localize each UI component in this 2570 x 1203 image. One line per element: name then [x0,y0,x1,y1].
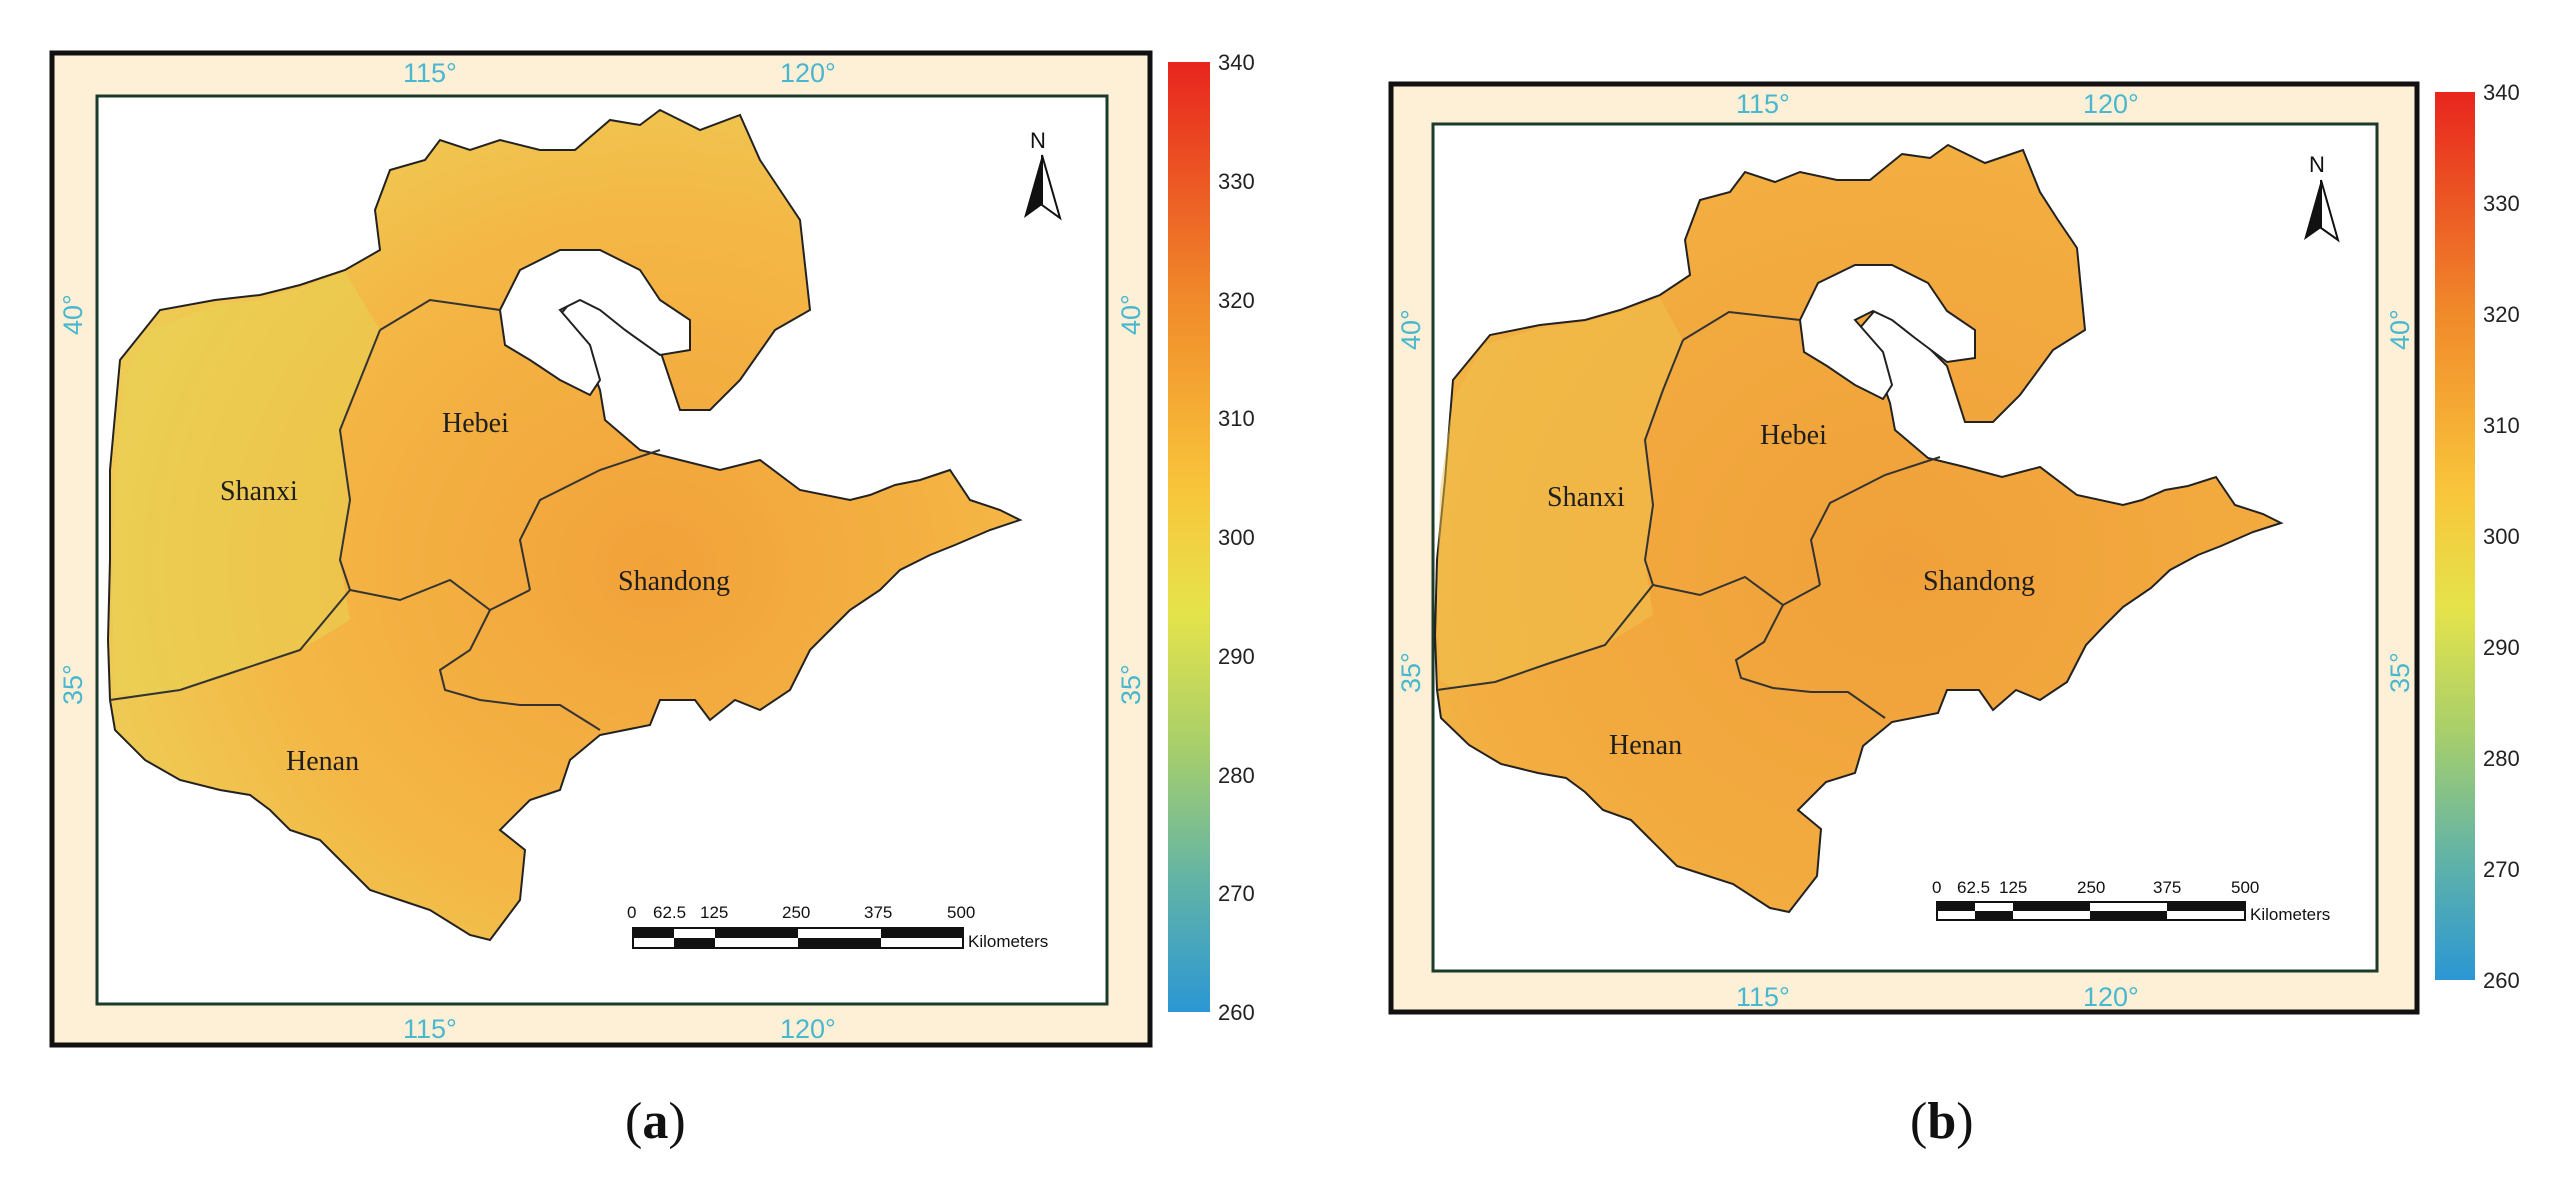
north-arrow-icon: N [1024,128,1062,221]
colorbar-tick-310: 310 [1218,406,1255,431]
colorbar-tick-270: 270 [2483,857,2520,882]
bohai-sea [498,249,691,397]
lat-label-right-40: 40° [1116,294,1146,335]
study-area [1433,143,2284,914]
scale-tick-125: 125 [700,903,728,922]
colorbar-tick-320: 320 [1218,288,1255,313]
colorbar-tick-260: 260 [2483,968,2520,993]
study-area [106,108,1023,942]
scale-bar: 0 62.5 125 250 375 500 Kilometers [627,903,1048,951]
scale-unit: Kilometers [2250,905,2330,924]
scale-tick-0: 0 [1932,878,1941,897]
north-arrow-label: N [2309,152,2325,177]
lon-label-bottom-120: 120° [780,1014,836,1044]
map-panel-b: Shanxi Hebei Shandong Henan 115° 120° 11… [1285,0,2570,1203]
colorbar-tick-260: 260 [1218,1000,1255,1025]
colorbar-tick-320: 320 [2483,302,2520,327]
lat-label-left-35: 35° [58,664,88,705]
scale-tick-62-5: 62.5 [653,903,686,922]
shanxi-tint [112,272,380,700]
lat-label-left-40: 40° [58,294,88,335]
scale-tick-250: 250 [782,903,810,922]
colorbar-gradient [2435,92,2475,980]
colorbar: 340 330 320 310 300 290 280 270 260 [1168,50,1255,1025]
scale-bar: 0 62.5 125 250 375 500 Kilometers [1932,878,2330,924]
lat-label-right-40: 40° [2385,309,2415,350]
colorbar-tick-310: 310 [2483,413,2520,438]
lat-label-right-35: 35° [2385,652,2415,693]
lon-label-bottom-115: 115° [403,1014,457,1044]
scale-tick-375: 375 [2153,878,2181,897]
region-label-hebei: Hebei [1760,420,1827,451]
colorbar-gradient [1168,62,1210,1012]
lon-label-top-120: 120° [2083,89,2139,119]
north-arrow-icon: N [2304,152,2340,243]
colorbar-tick-280: 280 [2483,746,2520,771]
colorbar-tick-300: 300 [2483,524,2520,549]
colorbar-tick-340: 340 [1218,50,1255,75]
scale-unit: Kilometers [968,932,1048,951]
lon-label-bottom-120: 120° [2083,982,2139,1012]
region-label-henan: Henan [286,746,359,777]
region-label-shandong: Shandong [618,566,730,597]
scale-tick-0: 0 [627,903,636,922]
colorbar: 340 330 320 310 300 290 280 270 260 [2435,80,2520,993]
colorbar-tick-280: 280 [1218,763,1255,788]
region-label-henan: Henan [1609,730,1682,761]
lon-label-top-115: 115° [1736,89,1790,119]
colorbar-tick-270: 270 [1218,881,1255,906]
scale-tick-62-5: 62.5 [1957,878,1990,897]
bohai-sea [1798,264,1976,401]
panel-caption-b: (b) [1910,1093,1974,1150]
lat-label-right-35: 35° [1116,664,1146,705]
map-figure-b: Shanxi Hebei Shandong Henan 115° 120° 11… [1388,80,2520,1015]
shanxi-tint [1437,298,1683,690]
map-panel-a: Shanxi Hebei Shandong Henan 115° 120° 11… [49,50,1255,1150]
scale-tick-500: 500 [947,903,975,922]
lon-label-bottom-115: 115° [1736,982,1790,1012]
colorbar-tick-300: 300 [1218,525,1255,550]
region-label-shanxi: Shanxi [1547,482,1625,513]
scale-tick-375: 375 [864,903,892,922]
colorbar-tick-290: 290 [1218,644,1255,669]
colorbar-tick-340: 340 [2483,80,2520,105]
scale-tick-500: 500 [2231,878,2259,897]
region-label-hebei: Hebei [442,408,509,439]
region-label-shanxi: Shanxi [220,476,298,507]
lon-label-top-115: 115° [403,58,457,88]
region-label-shandong: Shandong [1923,566,2035,597]
lat-label-left-35: 35° [1396,652,1426,693]
north-arrow-label: N [1030,128,1046,153]
colorbar-tick-290: 290 [2483,635,2520,660]
colorbar-tick-330: 330 [2483,191,2520,216]
map-figure-a: Shanxi Hebei Shandong Henan 115° 120° 11… [49,50,1255,1048]
lat-label-left-40: 40° [1396,309,1426,350]
scale-tick-125: 125 [1999,878,2027,897]
panel-caption-a: (a) [625,1093,686,1150]
colorbar-tick-330: 330 [1218,169,1255,194]
scale-tick-250: 250 [2077,878,2105,897]
lon-label-top-120: 120° [780,58,836,88]
